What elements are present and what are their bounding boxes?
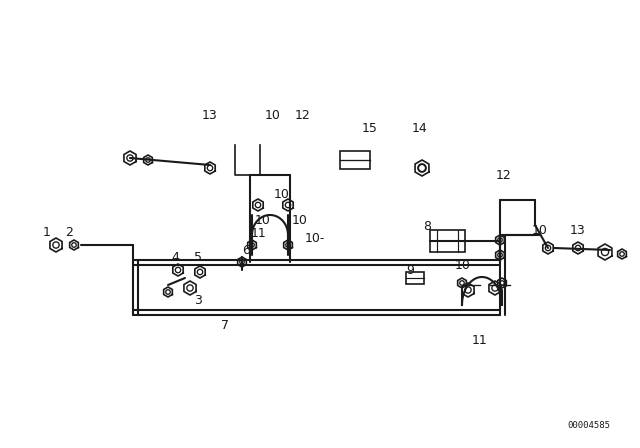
- Text: 11: 11: [251, 227, 267, 240]
- Text: 4: 4: [171, 250, 179, 263]
- Text: 6: 6: [242, 244, 250, 257]
- Text: 10: 10: [265, 108, 281, 121]
- Text: 15: 15: [362, 121, 378, 134]
- Text: 8: 8: [423, 220, 431, 233]
- Text: 3: 3: [194, 293, 202, 306]
- Bar: [430, 230, 465, 252]
- Text: 10: 10: [292, 214, 308, 227]
- Bar: [406, 272, 424, 284]
- Text: 9: 9: [406, 263, 414, 276]
- Text: 10-: 10-: [455, 258, 475, 271]
- Text: 00004585: 00004585: [567, 421, 610, 430]
- Text: 12: 12: [295, 108, 311, 121]
- Text: 10: 10: [274, 188, 290, 201]
- Text: 5: 5: [194, 250, 202, 263]
- Text: 14: 14: [412, 121, 428, 134]
- Text: 12: 12: [496, 168, 512, 181]
- Text: 11: 11: [472, 333, 488, 346]
- Text: 10: 10: [255, 214, 271, 227]
- Text: 13: 13: [202, 108, 218, 121]
- Text: 2: 2: [65, 225, 73, 238]
- Text: 10-: 10-: [305, 232, 325, 245]
- Text: 10: 10: [532, 224, 548, 237]
- Bar: [340, 151, 370, 169]
- Text: 1: 1: [43, 225, 51, 238]
- Text: 7: 7: [221, 319, 229, 332]
- Text: 13: 13: [570, 224, 586, 237]
